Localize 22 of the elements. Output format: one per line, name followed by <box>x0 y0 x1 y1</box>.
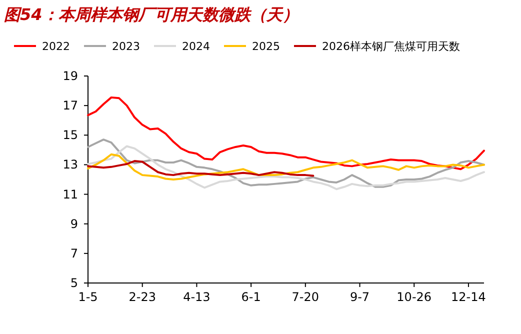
legend-label: 2024 <box>182 40 210 53</box>
x-tick-label: 6-1 <box>241 290 261 304</box>
x-tick-label: 1-5 <box>78 290 98 304</box>
x-tick-label: 12-14 <box>451 290 486 304</box>
legend-label: 2023 <box>112 40 140 53</box>
x-tick-label: 7-20 <box>292 290 320 304</box>
y-tick-label: 9 <box>70 216 78 231</box>
y-tick-label: 7 <box>70 246 78 260</box>
legend-label: 2025 <box>252 40 280 53</box>
legend-label: 2026样本钢厂焦煤可用天数 <box>322 40 460 53</box>
y-tick-label: 5 <box>70 276 78 290</box>
legend-label: 2022 <box>42 40 70 53</box>
y-tick-label: 13 <box>62 158 78 172</box>
y-tick-label: 15 <box>62 128 78 142</box>
chart-title: 图54：本周样本钢厂可用天数微跌（天） <box>4 5 298 24</box>
y-tick-label: 17 <box>62 98 78 113</box>
y-tick-label: 19 <box>62 69 78 83</box>
x-tick-label: 4-13 <box>183 290 210 304</box>
y-tick-label: 11 <box>62 187 78 202</box>
x-tick-label: 2-23 <box>128 290 156 304</box>
x-tick-label: 9-7 <box>350 290 370 304</box>
x-tick-label: 10-26 <box>396 290 432 304</box>
